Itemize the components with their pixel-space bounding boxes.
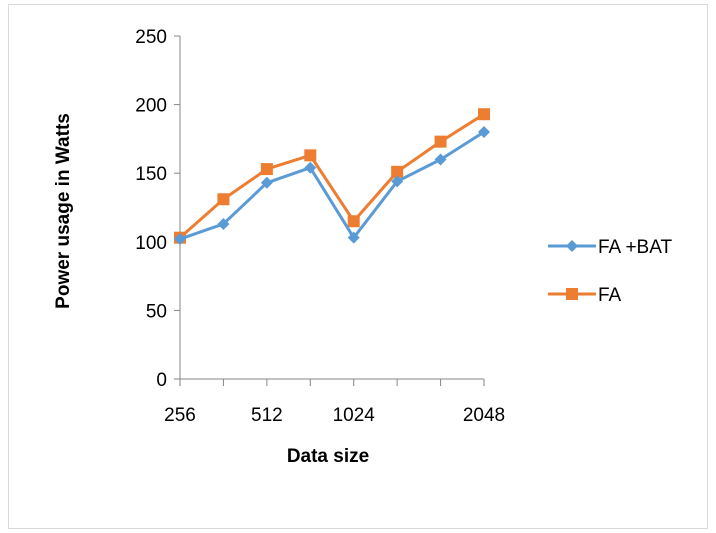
data-point-square [347,215,360,228]
y-axis-title: Power usage in Watts [53,113,74,309]
x-axis-title: Data size [287,446,369,467]
y-tick-label: 250 [135,27,167,48]
y-tick-label: 100 [135,233,167,254]
y-tick-label: 0 [156,370,167,391]
series-layer [174,108,490,246]
legend: FA +BAT FA [548,237,672,306]
data-point-diamond [347,231,360,244]
legend-item: FA +BAT [548,237,672,258]
series-line [179,130,485,241]
data-point-square [434,135,447,148]
y-tick-label: 150 [135,164,167,185]
data-point-square [566,288,578,300]
data-point-diamond [174,233,186,246]
legend-item: FA [548,285,622,306]
data-point-diamond [304,161,317,174]
x-tick-label: 2048 [463,405,505,426]
x-axis: 256 512 1024 2048 [164,378,505,426]
data-point-diamond [260,176,273,189]
legend-label: FA [598,285,622,306]
x-tick-label: 512 [251,405,283,426]
data-point-square [217,193,230,206]
data-point-square [391,165,404,178]
data-point-square [304,149,317,162]
data-point-diamond [478,126,490,139]
y-tick-label: 200 [135,96,167,117]
data-point-diamond [434,153,447,166]
legend-label: FA +BAT [598,237,672,258]
data-point-diamond [566,240,578,252]
chart-frame [8,4,708,529]
y-tick-label: 50 [146,301,167,322]
data-point-square [260,163,273,176]
series-fa-bat [174,126,490,246]
data-point-diamond [217,217,230,230]
y-axis: 0 50 100 150 200 250 [135,27,181,391]
series-line [179,112,485,239]
x-tick-label: 1024 [333,405,376,426]
data-point-square [478,108,490,121]
x-tick-label: 256 [164,405,196,426]
data-point-diamond [391,175,404,188]
